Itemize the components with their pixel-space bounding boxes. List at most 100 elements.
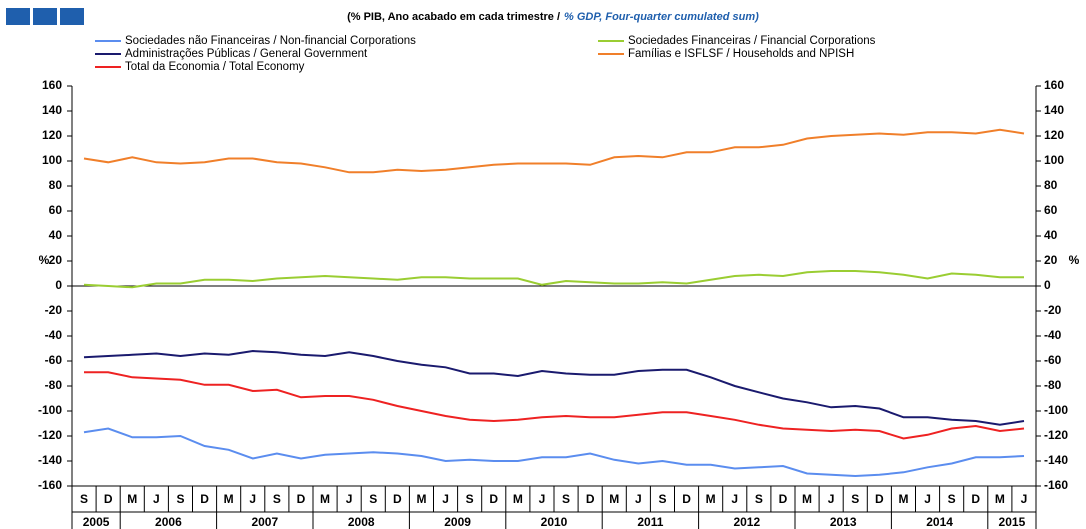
series-line [83,427,1025,478]
x-tick-label: M [127,492,137,506]
y-axis-label: % [1069,253,1080,267]
y-tick-label: -80 [1044,378,1062,392]
y-tick-label: -140 [38,453,62,467]
y-tick-label: 120 [42,128,62,142]
year-label: 2015 [999,515,1026,529]
y-tick-label: -40 [45,328,63,342]
x-tick-label: M [609,492,619,506]
year-label: 2012 [733,515,760,529]
y-tick-label: -20 [1044,303,1062,317]
year-label: 2011 [637,515,663,529]
x-tick-label: D [393,492,402,506]
x-tick-label: S [948,492,956,506]
x-tick-label: D [200,492,209,506]
x-tick-label: J [924,492,931,506]
x-tick-label: J [1021,492,1028,506]
legend-label: Sociedades não Financeiras / Non-financi… [125,35,416,47]
x-tick-label: M [320,492,330,506]
x-tick-label: M [224,492,234,506]
x-tick-label: J [346,492,353,506]
year-label: 2007 [251,515,278,529]
x-tick-label: J [731,492,738,506]
x-tick-label: J [539,492,546,506]
y-tick-label: -60 [45,353,63,367]
x-tick-label: M [995,492,1005,506]
x-tick-label: S [273,492,281,506]
y-tick-label: 20 [49,253,63,267]
year-label: 2005 [83,515,110,529]
y-tick-label: 40 [49,228,63,242]
year-label: 2014 [926,515,953,529]
y-tick-label: 60 [49,203,63,217]
y-tick-label: 100 [1044,153,1064,167]
y-tick-label: -40 [1044,328,1062,342]
legend-label: Famílias e ISFLSF / Households and NPISH [628,48,854,60]
y-tick-label: 80 [49,178,63,192]
x-tick-label: M [802,492,812,506]
x-tick-label: J [635,492,642,506]
y-tick-label: -100 [38,403,62,417]
year-label: 2009 [444,515,471,529]
series-line [83,128,1025,174]
x-tick-label: J [828,492,835,506]
logo-block [6,8,30,25]
x-tick-label: S [562,492,570,506]
year-label: 2013 [830,515,857,529]
x-tick-label: D [971,492,980,506]
logo-block [60,8,84,25]
y-tick-label: 20 [1044,253,1058,267]
x-tick-label: D [875,492,884,506]
y-tick-label: -120 [38,428,62,442]
chart-title: (% PIB, Ano acabado em cada trimestre / [347,11,560,23]
x-tick-label: M [416,492,426,506]
x-tick-label: M [898,492,908,506]
series-line [84,371,1025,440]
x-tick-label: S [369,492,377,506]
y-tick-label: 0 [1044,278,1051,292]
x-tick-label: M [513,492,523,506]
x-tick-label: D [682,492,691,506]
x-tick-label: S [658,492,666,506]
y-tick-label: 140 [1044,103,1064,117]
y-tick-label: -120 [1044,428,1068,442]
y-tick-label: 120 [1044,128,1064,142]
legend-label: Total da Economia / Total Economy [125,61,305,73]
y-tick-label: 60 [1044,203,1058,217]
y-tick-label: 0 [55,278,62,292]
legend-label: Administrações Públicas / General Govern… [125,48,368,60]
chart-subtitle: % GDP, Four-quarter cumulated sum) [564,11,759,23]
year-label: 2010 [541,515,568,529]
y-tick-label: 160 [1044,78,1064,92]
x-tick-label: J [153,492,160,506]
x-tick-label: M [706,492,716,506]
logo-block [33,8,57,25]
x-tick-label: J [442,492,449,506]
y-tick-label: 140 [42,103,62,117]
y-tick-label: 40 [1044,228,1058,242]
x-tick-label: D [779,492,788,506]
legend-label: Sociedades Financeiras / Financial Corpo… [628,35,876,47]
x-tick-label: J [249,492,256,506]
y-tick-label: -160 [38,478,62,492]
y-axis-label: % [39,253,50,267]
y-tick-label: -140 [1044,453,1068,467]
x-tick-label: D [104,492,113,506]
x-tick-label: S [755,492,763,506]
x-tick-label: S [80,492,88,506]
x-tick-label: D [586,492,595,506]
year-label: 2006 [155,515,182,529]
x-tick-label: S [176,492,184,506]
y-tick-label: -100 [1044,403,1068,417]
x-tick-label: S [466,492,474,506]
x-tick-label: D [489,492,498,506]
y-tick-label: -60 [1044,353,1062,367]
y-tick-label: 160 [42,78,62,92]
x-tick-label: S [851,492,859,506]
series-line [83,270,1024,289]
y-tick-label: -80 [45,378,63,392]
y-tick-label: 80 [1044,178,1058,192]
x-tick-label: D [297,492,306,506]
y-tick-label: 100 [42,153,62,167]
y-tick-label: -20 [45,303,63,317]
